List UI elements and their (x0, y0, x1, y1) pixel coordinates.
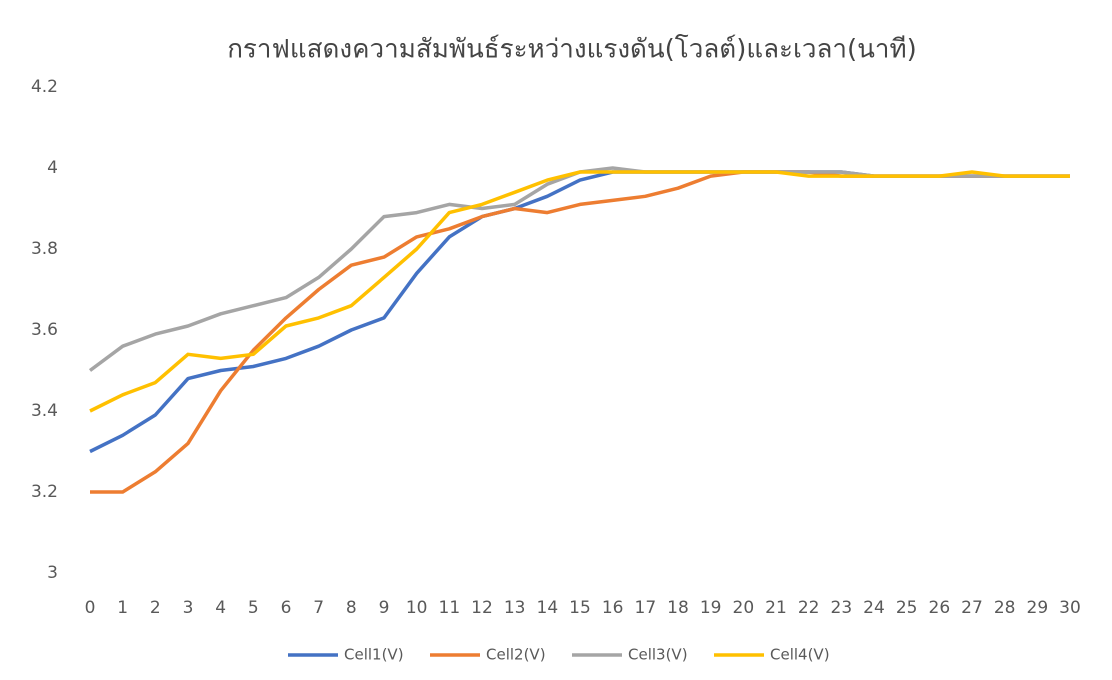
series-line (88, 166, 1070, 372)
x-tick-label: 4 (215, 598, 226, 618)
x-tick-label: 5 (248, 598, 259, 618)
x-tick-label: 21 (765, 598, 787, 618)
x-tick-label: 16 (602, 598, 624, 618)
y-tick-label: 4 (47, 158, 58, 178)
x-tick-label: 11 (439, 598, 461, 618)
x-tick-label: 19 (700, 598, 722, 618)
y-tick-label: 3.2 (31, 482, 58, 502)
x-tick-label: 26 (929, 598, 951, 618)
x-tick-label: 30 (1059, 598, 1081, 618)
y-tick-label: 3.8 (31, 239, 58, 259)
x-tick-label: 17 (635, 598, 657, 618)
x-tick-label: 0 (85, 598, 96, 618)
x-tick-label: 12 (471, 598, 493, 618)
x-tick-label: 10 (406, 598, 428, 618)
x-tick-label: 9 (379, 598, 390, 618)
chart-title: กราฟแสดงความสัมพันธ์ระหว่างแรงดัน(โวลต์)… (227, 34, 917, 65)
series-line (89, 170, 1070, 454)
x-tick-label: 28 (994, 598, 1016, 618)
x-tick-label: 29 (1027, 598, 1049, 618)
legend-label: Cell3(V) (628, 646, 688, 664)
x-tick-label: 7 (313, 598, 324, 618)
y-tick-label: 3.4 (31, 401, 58, 421)
series-line (90, 170, 1070, 494)
legend-label: Cell1(V) (344, 646, 404, 664)
x-tick-label: 3 (183, 598, 194, 618)
legend-label: Cell2(V) (486, 646, 546, 664)
x-tick-label: 2 (150, 598, 161, 618)
x-tick-label: 24 (863, 598, 885, 618)
series-line (89, 170, 1070, 413)
y-tick-label: 4.2 (31, 77, 58, 97)
legend-label: Cell4(V) (770, 646, 830, 664)
x-tick-label: 8 (346, 598, 357, 618)
x-tick-label: 18 (667, 598, 689, 618)
x-tick-label: 25 (896, 598, 918, 618)
x-tick-label: 22 (798, 598, 820, 618)
y-tick-label: 3 (47, 563, 58, 583)
x-tick-label: 6 (281, 598, 292, 618)
x-tick-label: 13 (504, 598, 526, 618)
x-tick-label: 15 (569, 598, 591, 618)
x-tick-label: 23 (831, 598, 853, 618)
x-tick-label: 14 (537, 598, 559, 618)
y-tick-label: 3.6 (31, 320, 58, 340)
x-tick-label: 1 (117, 598, 128, 618)
x-tick-label: 27 (961, 598, 983, 618)
x-tick-label: 20 (733, 598, 755, 618)
